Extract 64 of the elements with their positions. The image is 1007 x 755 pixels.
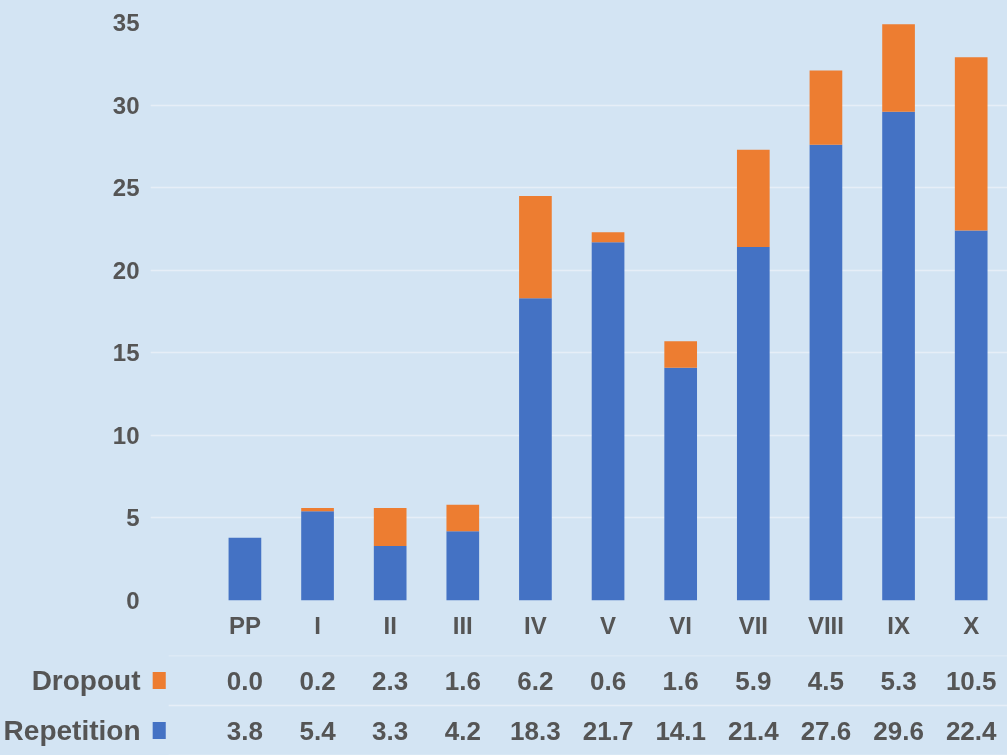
data-label: 18.3 [510, 715, 561, 746]
data-label: 5.3 [880, 665, 917, 696]
bar [446, 504, 480, 532]
x-tick-label: I [314, 611, 321, 639]
data-label: 6.2 [517, 665, 554, 696]
bar [664, 367, 698, 601]
bar [736, 247, 770, 601]
data-label: 0.0 [226, 665, 263, 696]
x-tick-label: VI [669, 611, 693, 639]
x-tick-label: V [600, 611, 617, 639]
data-label: 22.4 [945, 715, 998, 746]
data-label: 4.5 [807, 665, 845, 696]
bar [301, 508, 334, 512]
bar [809, 70, 843, 145]
bar [519, 195, 552, 299]
data-label: 2.3 [372, 665, 409, 696]
bar [882, 111, 915, 601]
x-tick-label: PP [228, 611, 261, 639]
data-label: 21.7 [582, 715, 634, 746]
data-label: 27.6 [800, 715, 852, 746]
data-label: 5.9 [735, 665, 772, 696]
bar [736, 149, 770, 248]
bar [809, 144, 843, 601]
y-tick-label: 15 [112, 339, 140, 367]
bar [373, 546, 407, 601]
x-tick-label: X [963, 611, 980, 639]
legend-label: Repetition [3, 715, 141, 746]
y-tick-label: 5 [126, 504, 140, 532]
bar [228, 537, 262, 601]
y-tick-label: 0 [126, 587, 140, 614]
data-label: 21.4 [728, 715, 780, 746]
data-label: 4.2 [444, 715, 481, 746]
y-tick-label: 20 [112, 256, 140, 284]
data-label: 1.6 [444, 665, 481, 696]
data-label: 0.2 [299, 665, 336, 696]
y-tick-label: 35 [112, 9, 140, 36]
x-tick-label: VII [738, 611, 768, 639]
bar [591, 242, 625, 601]
bar [954, 57, 988, 231]
data-label: 10.5 [945, 665, 997, 696]
bar [519, 298, 552, 601]
y-tick-label: 30 [112, 91, 140, 119]
data-label: 3.3 [372, 715, 409, 746]
bar [664, 341, 698, 368]
x-tick-label: II [383, 611, 397, 639]
data-label: 1.6 [662, 665, 699, 696]
x-tick-label: III [452, 611, 473, 639]
bar [591, 232, 625, 243]
x-tick-label: VIII [807, 611, 844, 639]
legend-label: Dropout [31, 665, 141, 696]
y-tick-label: 10 [112, 421, 140, 449]
bar [882, 24, 915, 112]
x-tick-label: IV [524, 611, 547, 639]
bar [373, 508, 407, 546]
data-label: 5.4 [299, 715, 337, 746]
data-label: 0.6 [589, 665, 627, 696]
x-tick-label: IX [887, 611, 910, 639]
data-label: 14.1 [655, 715, 706, 746]
bar [446, 531, 480, 601]
bar [954, 230, 988, 601]
bar [301, 511, 334, 601]
data-label: 3.8 [226, 715, 263, 746]
y-tick-label: 25 [112, 174, 140, 202]
data-label: 29.6 [873, 715, 924, 746]
